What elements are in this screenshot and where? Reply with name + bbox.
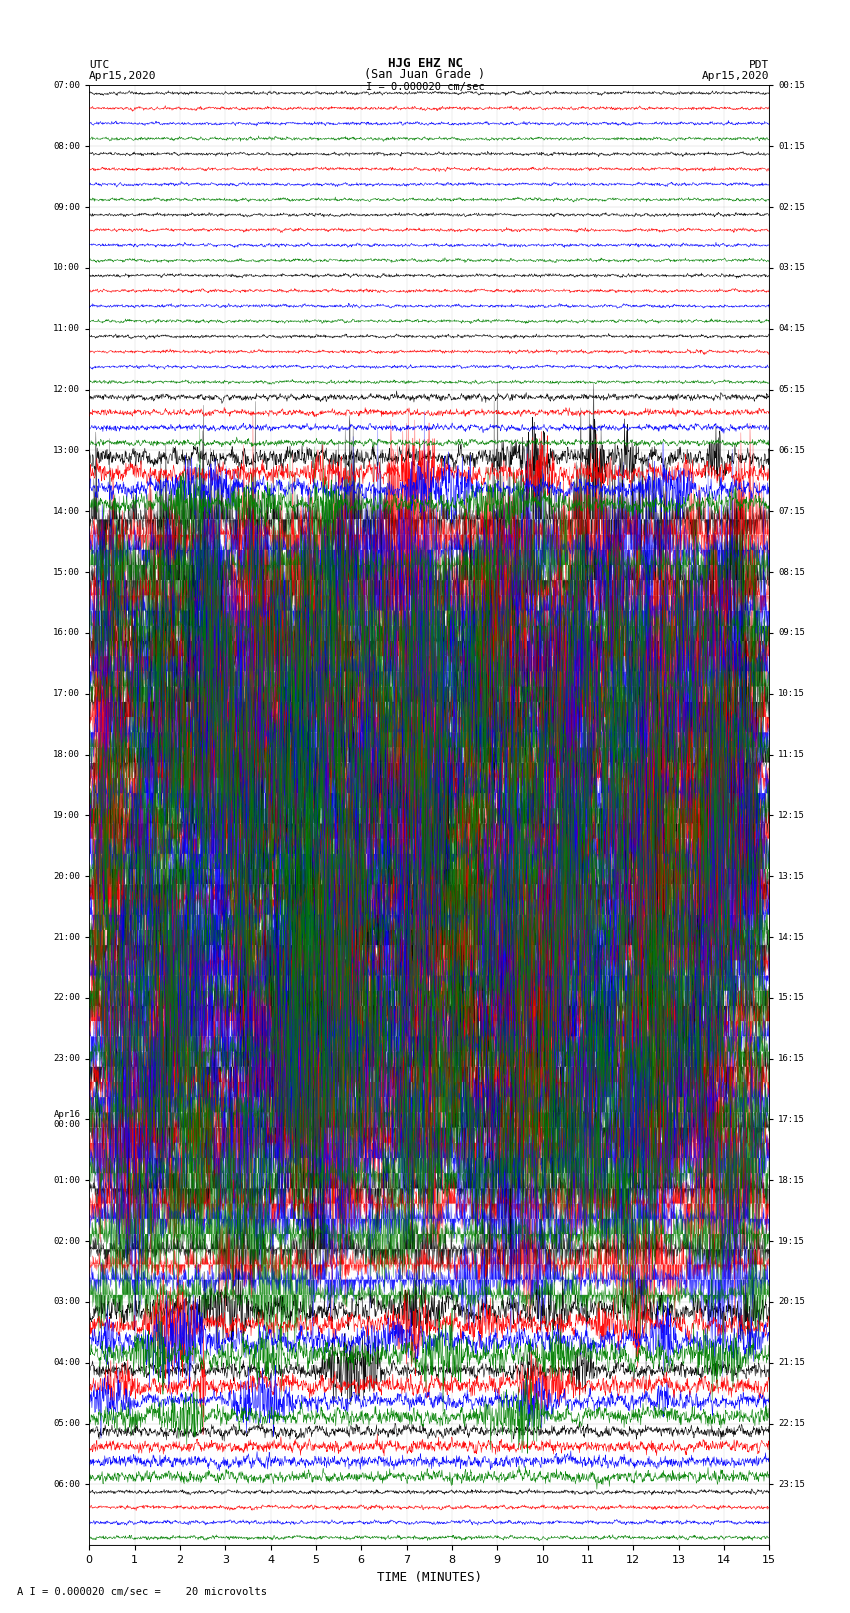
Text: (San Juan Grade ): (San Juan Grade ) xyxy=(365,68,485,82)
Text: HJG EHZ NC: HJG EHZ NC xyxy=(388,56,462,71)
Text: A I = 0.000020 cm/sec =    20 microvolts: A I = 0.000020 cm/sec = 20 microvolts xyxy=(17,1587,267,1597)
Text: Apr15,2020: Apr15,2020 xyxy=(89,71,156,82)
Text: PDT: PDT xyxy=(749,60,769,71)
Text: Apr15,2020: Apr15,2020 xyxy=(702,71,769,82)
Text: UTC: UTC xyxy=(89,60,110,71)
Text: I = 0.000020 cm/sec: I = 0.000020 cm/sec xyxy=(366,82,484,92)
X-axis label: TIME (MINUTES): TIME (MINUTES) xyxy=(377,1571,482,1584)
